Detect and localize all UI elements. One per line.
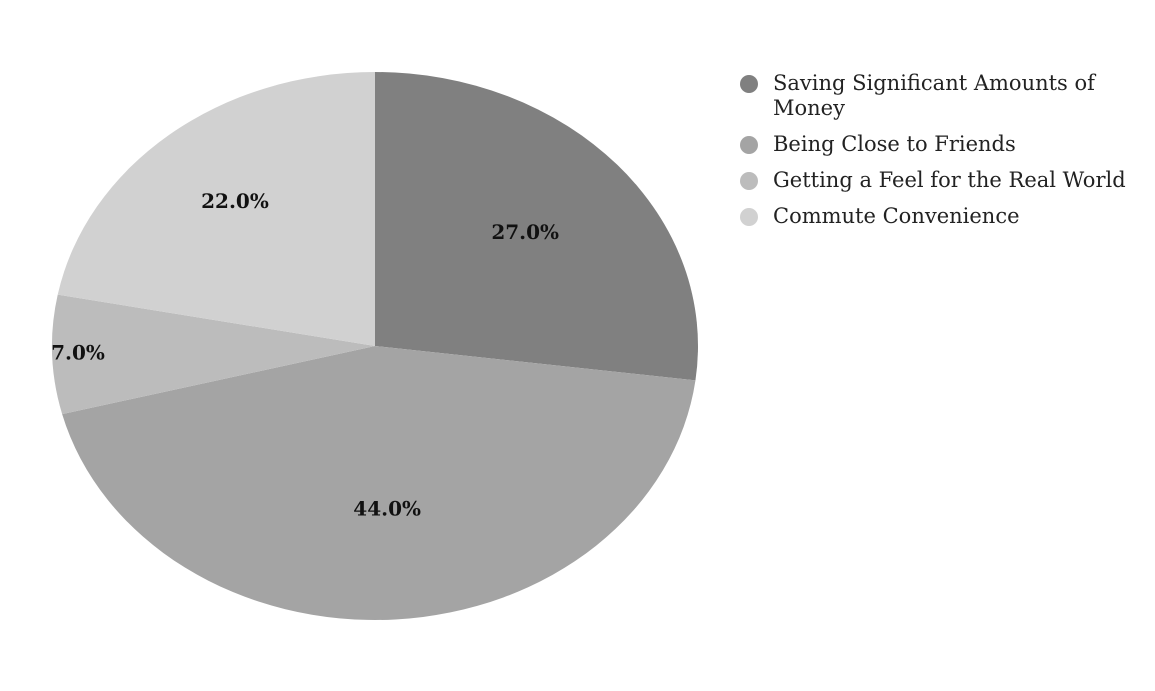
slice-label-saving-money: 27.0%: [491, 220, 559, 244]
pie-slice-saving-money: [375, 72, 699, 381]
pie-slice-labels: 27.0% 44.0% 7.0% 22.0%: [51, 189, 559, 521]
legend-marker-close-to-friends: [740, 136, 758, 154]
pie-slices: [52, 72, 699, 620]
legend-marker-commute: [740, 208, 758, 226]
legend-item-saving-money: Saving Significant Amounts of Money: [740, 71, 1140, 121]
pie-slice-commute: [57, 72, 375, 346]
chart-legend: Saving Significant Amounts of Money Bein…: [740, 71, 1140, 240]
slice-label-close-to-friends: 44.0%: [353, 497, 421, 521]
pie-slice-close-to-friends: [62, 346, 696, 620]
legend-marker-real-world: [740, 172, 758, 190]
slice-label-commute: 22.0%: [201, 189, 269, 213]
slice-label-real-world: 7.0%: [51, 340, 105, 364]
legend-label-close-to-friends: Being Close to Friends: [773, 132, 1016, 156]
legend-marker-saving-money: [740, 75, 758, 93]
legend-label-real-world: Getting a Feel for the Real World: [773, 168, 1126, 192]
pie-slice-real-world: [52, 294, 376, 415]
legend-item-close-to-friends: Being Close to Friends: [740, 132, 1140, 157]
legend-label-commute: Commute Convenience: [773, 204, 1020, 228]
legend-label-saving-money: Saving Significant Amounts of Money: [773, 71, 1095, 120]
legend-item-commute: Commute Convenience: [740, 204, 1140, 229]
legend-item-real-world: Getting a Feel for the Real World: [740, 168, 1140, 193]
